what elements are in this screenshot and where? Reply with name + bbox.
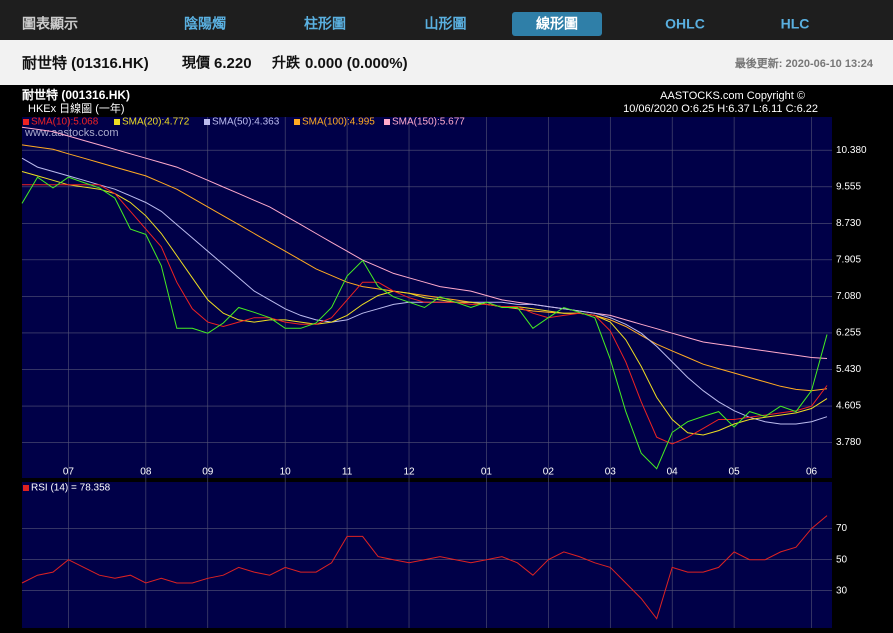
x-tick-label: 09 <box>202 467 214 478</box>
legend-swatch <box>23 119 29 125</box>
y-tick-label: 50 <box>836 554 848 565</box>
x-tick-label: 01 <box>481 467 493 478</box>
change: 0.000 (0.000%) <box>305 55 408 72</box>
price-label: 現價 <box>182 55 211 71</box>
y-tick-label: 3.780 <box>836 437 861 448</box>
legend-label: SMA(150):5.677 <box>392 117 465 128</box>
legend-label: SMA(20):4.772 <box>122 117 190 128</box>
legend-swatch <box>384 119 390 125</box>
copyright: AASTOCKS.com Copyright © <box>660 90 805 102</box>
watermark: www.aastocks.com <box>24 127 119 139</box>
tab-bar <box>0 0 893 40</box>
legend-swatch <box>204 119 210 125</box>
stock-name: 耐世特 (01316.HK) <box>22 54 149 72</box>
legend-label: SMA(10):5.068 <box>31 117 99 128</box>
x-tick-label: 08 <box>140 467 152 478</box>
series-line <box>21 176 828 470</box>
series-line <box>21 171 828 436</box>
x-tick-label: 07 <box>63 467 75 478</box>
y-tick-label: 6.255 <box>836 328 861 339</box>
tab-label[interactable]: HLC <box>781 16 810 32</box>
tab-label[interactable]: 線形圖 <box>536 16 578 32</box>
y-tick-label: 7.080 <box>836 291 861 302</box>
x-tick-label: 06 <box>806 467 818 478</box>
legend-label: RSI (14) = 78.358 <box>31 483 111 494</box>
series-line <box>22 184 828 445</box>
series-line <box>21 126 828 359</box>
legend-swatch <box>114 119 120 125</box>
y-tick-label: 5.430 <box>836 364 861 375</box>
quote-bar <box>0 40 893 85</box>
chart-title: 耐世特 (001316.HK) <box>22 87 130 102</box>
x-tick-label: 03 <box>605 467 617 478</box>
series-line <box>21 144 828 392</box>
x-tick-label: 05 <box>729 467 741 478</box>
y-tick-label: 7.905 <box>836 254 861 265</box>
tab[interactable] <box>512 12 602 36</box>
ohlc-info: 10/06/2020 O:6.25 H:6.37 L:6.11 C:6.22 <box>623 103 818 115</box>
y-tick-label: 4.605 <box>836 401 861 412</box>
series-line <box>21 515 828 620</box>
chart-subtitle: HKEx 日線圖 (一年) <box>28 101 125 115</box>
tab-label[interactable]: 柱形圖 <box>304 16 346 32</box>
y-tick-label: 70 <box>836 523 848 534</box>
x-tick-label: 02 <box>543 467 555 478</box>
legend-swatch <box>294 119 300 125</box>
y-tick-label: 10.380 <box>836 145 867 156</box>
tab-label[interactable]: 山形圖 <box>425 16 467 32</box>
tab-label[interactable]: 陰陽燭 <box>184 16 226 32</box>
x-tick-label: 10 <box>280 467 292 478</box>
price: 6.220 <box>214 55 252 72</box>
x-tick-label: 12 <box>403 467 415 478</box>
change-label: 升跌 <box>272 55 301 71</box>
y-tick-label: 30 <box>836 585 848 596</box>
rsi-plot <box>22 482 832 628</box>
legend-label: SMA(50):4.363 <box>212 117 280 128</box>
y-tick-label: 9.555 <box>836 181 861 192</box>
y-tick-label: 8.730 <box>836 218 861 229</box>
x-tick-label: 11 <box>342 467 353 478</box>
x-tick-label: 04 <box>667 467 679 478</box>
legend-swatch <box>23 485 29 491</box>
tab-label: 圖表顯示 <box>22 16 78 32</box>
legend-label: SMA(100):4.995 <box>302 117 375 128</box>
tab-label[interactable]: OHLC <box>665 16 705 32</box>
updated: 最後更新: 2020-06-10 13:24 <box>735 56 874 70</box>
price-plot <box>22 117 832 478</box>
